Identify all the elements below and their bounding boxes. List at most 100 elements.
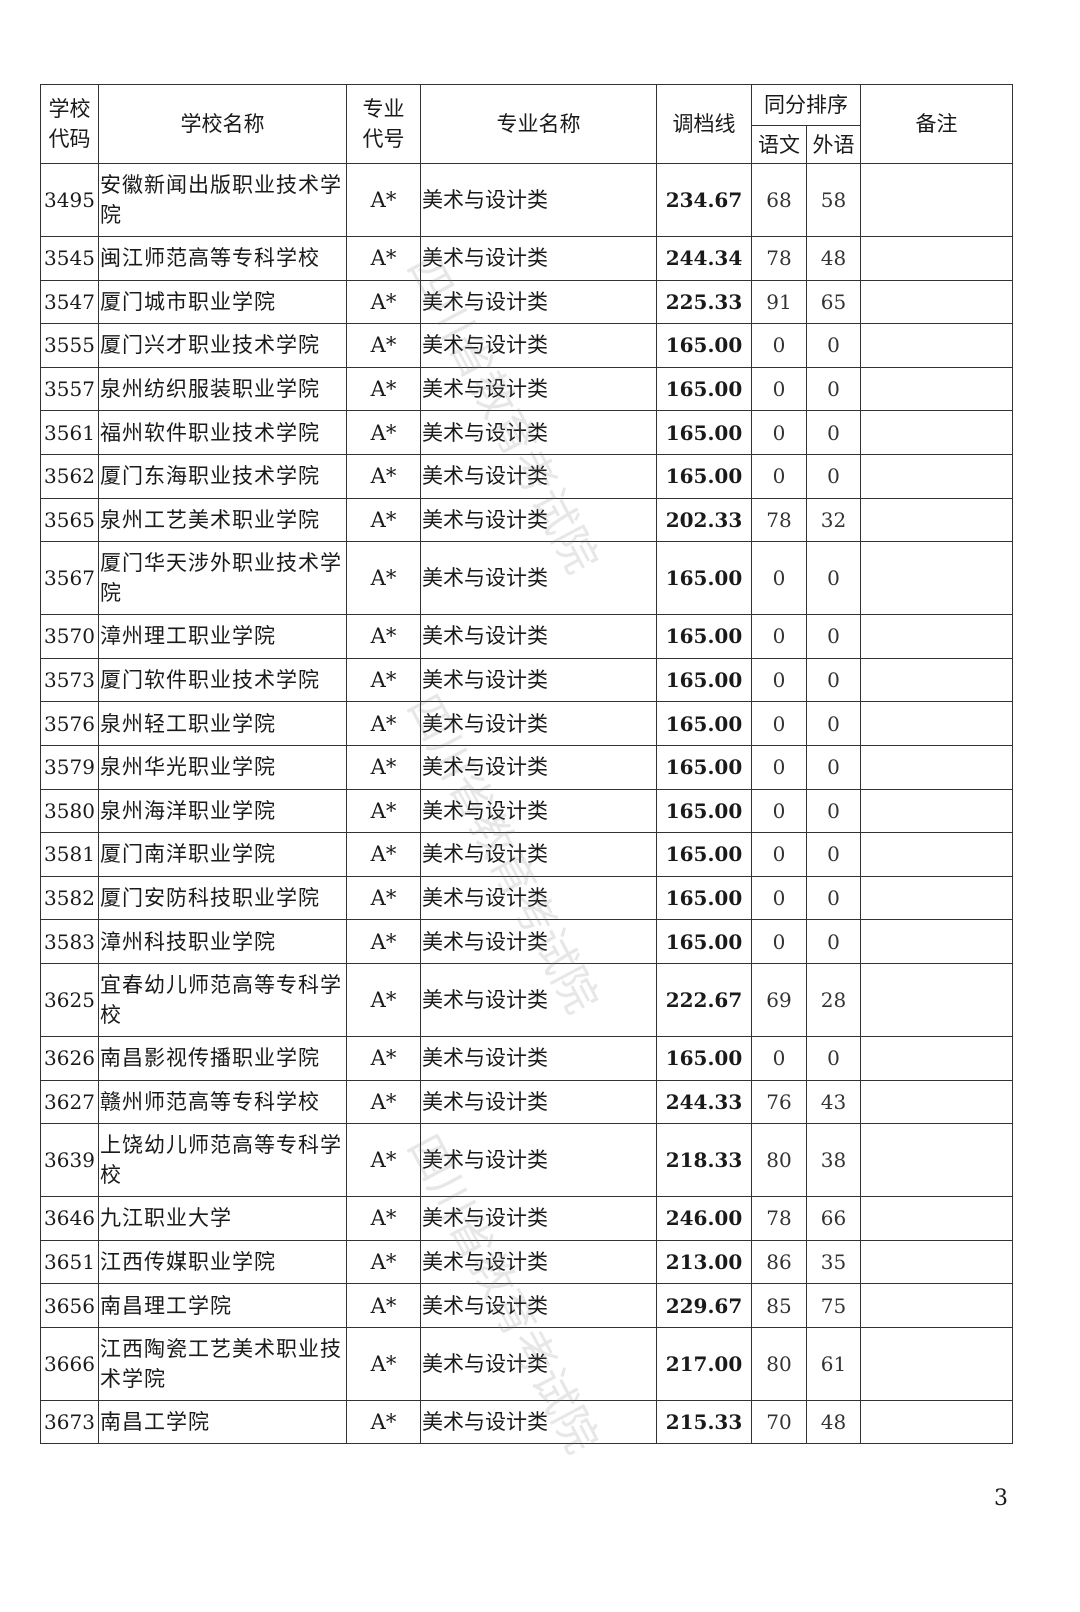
major-code-cell: A* bbox=[346, 744, 421, 790]
school-code-cell: 3651 bbox=[40, 1239, 99, 1285]
cutoff-cell: 165.00 bbox=[656, 875, 752, 921]
school-name-cell: 泉州工艺美术职业学院 bbox=[98, 497, 347, 543]
school-name-cell: 厦门东海职业技术学院 bbox=[98, 453, 347, 499]
remarks-cell bbox=[860, 788, 1013, 834]
foreign-rank-cell: 48 bbox=[806, 1399, 861, 1445]
foreign-rank-cell: 58 bbox=[806, 163, 861, 237]
major-name-cell: 美术与设计类 bbox=[420, 453, 657, 499]
major-name-cell: 美术与设计类 bbox=[420, 962, 657, 1037]
school-name-cell: 泉州轻工职业学院 bbox=[98, 701, 347, 746]
chinese-rank-cell: 68 bbox=[751, 163, 807, 237]
major-code-cell: A* bbox=[346, 1196, 421, 1241]
major-code-cell: A* bbox=[346, 497, 421, 543]
table-row: 3570 漳州理工职业学院 A* 美术与设计类 165.00 0 0 bbox=[40, 614, 1013, 659]
school-name-cell: 上饶幼儿师范高等专科学校 bbox=[98, 1123, 347, 1198]
table-row: 3561 福州软件职业技术学院 A* 美术与设计类 165.00 0 0 bbox=[40, 410, 1013, 455]
foreign-rank-cell: 28 bbox=[806, 962, 861, 1037]
header-school-name: 学校名称 bbox=[98, 84, 347, 164]
major-name-cell: 美术与设计类 bbox=[420, 1399, 657, 1445]
major-code-cell: A* bbox=[346, 1283, 421, 1328]
school-code-cell: 3547 bbox=[40, 279, 99, 325]
cutoff-cell: 234.67 bbox=[656, 163, 752, 237]
table-row: 3627 赣州师范高等专科学校 A* 美术与设计类 244.33 76 43 bbox=[40, 1079, 1013, 1125]
chinese-rank-cell: 0 bbox=[751, 832, 807, 877]
chinese-rank-cell: 0 bbox=[751, 788, 807, 834]
remarks-cell bbox=[860, 1123, 1013, 1198]
major-name-cell: 美术与设计类 bbox=[420, 279, 657, 325]
major-name-cell: 美术与设计类 bbox=[420, 701, 657, 746]
chinese-rank-cell: 80 bbox=[751, 1123, 807, 1198]
table-row: 3547 厦门城市职业学院 A* 美术与设计类 225.33 91 65 bbox=[40, 279, 1013, 325]
remarks-cell bbox=[860, 744, 1013, 790]
school-name-cell: 泉州华光职业学院 bbox=[98, 744, 347, 790]
major-name-cell: 美术与设计类 bbox=[420, 366, 657, 412]
chinese-rank-cell: 85 bbox=[751, 1283, 807, 1328]
major-name-cell: 美术与设计类 bbox=[420, 236, 657, 281]
school-code-cell: 3626 bbox=[40, 1035, 99, 1081]
table-row: 3656 南昌理工学院 A* 美术与设计类 229.67 85 75 bbox=[40, 1283, 1013, 1328]
school-code-cell: 3580 bbox=[40, 788, 99, 834]
remarks-cell bbox=[860, 236, 1013, 281]
chinese-rank-cell: 0 bbox=[751, 1035, 807, 1081]
school-name-cell: 南昌工学院 bbox=[98, 1399, 347, 1445]
cutoff-cell: 165.00 bbox=[656, 366, 752, 412]
major-code-cell: A* bbox=[346, 541, 421, 616]
major-code-cell: A* bbox=[346, 163, 421, 237]
chinese-rank-cell: 0 bbox=[751, 541, 807, 616]
foreign-rank-cell: 61 bbox=[806, 1326, 861, 1401]
major-code-cell: A* bbox=[346, 279, 421, 325]
cutoff-cell: 165.00 bbox=[656, 657, 752, 703]
chinese-rank-cell: 0 bbox=[751, 657, 807, 703]
major-name-cell: 美术与设计类 bbox=[420, 497, 657, 543]
table-row: 3579 泉州华光职业学院 A* 美术与设计类 165.00 0 0 bbox=[40, 744, 1013, 790]
table-row: 3651 江西传媒职业学院 A* 美术与设计类 213.00 86 35 bbox=[40, 1239, 1013, 1285]
major-name-cell: 美术与设计类 bbox=[420, 657, 657, 703]
chinese-rank-cell: 80 bbox=[751, 1326, 807, 1401]
school-name-cell: 泉州海洋职业学院 bbox=[98, 788, 347, 834]
foreign-rank-cell: 38 bbox=[806, 1123, 861, 1198]
school-name-cell: 厦门软件职业技术学院 bbox=[98, 657, 347, 703]
major-code-cell: A* bbox=[346, 410, 421, 455]
chinese-rank-cell: 0 bbox=[751, 410, 807, 455]
table-row: 3666 江西陶瓷工艺美术职业技术学院 A* 美术与设计类 217.00 80 61 bbox=[40, 1326, 1013, 1401]
major-code-cell: A* bbox=[346, 875, 421, 921]
chinese-rank-cell: 78 bbox=[751, 236, 807, 281]
remarks-cell bbox=[860, 832, 1013, 877]
school-name-cell: 厦门城市职业学院 bbox=[98, 279, 347, 325]
cutoff-cell: 165.00 bbox=[656, 541, 752, 616]
major-name-cell: 美术与设计类 bbox=[420, 832, 657, 877]
table-row: 3646 九江职业大学 A* 美术与设计类 246.00 78 66 bbox=[40, 1196, 1013, 1241]
major-code-cell: A* bbox=[346, 1123, 421, 1198]
foreign-rank-cell: 0 bbox=[806, 453, 861, 499]
school-name-cell: 厦门南洋职业学院 bbox=[98, 832, 347, 877]
major-code-cell: A* bbox=[346, 614, 421, 659]
major-name-cell: 美术与设计类 bbox=[420, 1239, 657, 1285]
foreign-rank-cell: 32 bbox=[806, 497, 861, 543]
school-code-cell: 3583 bbox=[40, 919, 99, 964]
school-name-cell: 闽江师范高等专科学校 bbox=[98, 236, 347, 281]
major-code-cell: A* bbox=[346, 1239, 421, 1285]
remarks-cell bbox=[860, 1196, 1013, 1241]
header-major-code: 专业代号 bbox=[346, 84, 421, 164]
school-name-cell: 厦门安防科技职业学院 bbox=[98, 875, 347, 921]
school-name-cell: 安徽新闻出版职业技术学院 bbox=[98, 163, 347, 237]
foreign-rank-cell: 0 bbox=[806, 323, 861, 368]
foreign-rank-cell: 66 bbox=[806, 1196, 861, 1241]
chinese-rank-cell: 78 bbox=[751, 1196, 807, 1241]
cutoff-cell: 246.00 bbox=[656, 1196, 752, 1241]
school-code-cell: 3656 bbox=[40, 1283, 99, 1328]
cutoff-cell: 165.00 bbox=[656, 453, 752, 499]
chinese-rank-cell: 0 bbox=[751, 919, 807, 964]
chinese-rank-cell: 86 bbox=[751, 1239, 807, 1285]
school-name-cell: 南昌理工学院 bbox=[98, 1283, 347, 1328]
school-name-cell: 江西传媒职业学院 bbox=[98, 1239, 347, 1285]
school-name-cell: 南昌影视传播职业学院 bbox=[98, 1035, 347, 1081]
remarks-cell bbox=[860, 163, 1013, 237]
foreign-rank-cell: 0 bbox=[806, 788, 861, 834]
cutoff-cell: 165.00 bbox=[656, 614, 752, 659]
remarks-cell bbox=[860, 1399, 1013, 1445]
header-school-code: 学校代码 bbox=[40, 84, 99, 164]
major-code-cell: A* bbox=[346, 453, 421, 499]
table-row: 3495 安徽新闻出版职业技术学院 A* 美术与设计类 234.67 68 58 bbox=[40, 163, 1013, 237]
foreign-rank-cell: 0 bbox=[806, 1035, 861, 1081]
